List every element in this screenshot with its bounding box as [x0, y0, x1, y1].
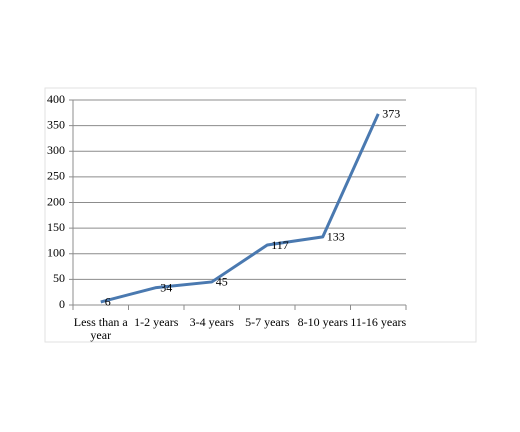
data-label: 34 [160, 280, 172, 294]
y-tick-label: 250 [47, 169, 65, 183]
chart-border [44, 87, 477, 343]
y-tick-label: 350 [47, 117, 65, 131]
x-tick-label: 8-10 years [297, 315, 348, 329]
y-tick-label: 0 [59, 297, 65, 311]
y-tick-label: 300 [47, 143, 65, 157]
x-tick-label: 3-4 years [189, 315, 234, 329]
data-label: 117 [271, 238, 289, 252]
y-tick-label: 100 [47, 246, 65, 260]
x-tick-label: 1-2 years [134, 315, 179, 329]
y-tick-label: 200 [47, 194, 65, 208]
data-line [100, 113, 380, 304]
y-tick-label: 400 [47, 92, 65, 106]
y-tick-label: 50 [53, 271, 65, 285]
data-label: 373 [382, 107, 400, 121]
data-label: 45 [216, 275, 228, 289]
y-tick-label: 150 [47, 220, 65, 234]
data-label: 6 [105, 295, 111, 309]
x-tick-label: 5-7 years [245, 315, 290, 329]
data-label: 133 [327, 230, 345, 244]
x-tick-label: Less than a year [73, 315, 128, 342]
x-tick-label: 11-16 years [350, 315, 407, 329]
